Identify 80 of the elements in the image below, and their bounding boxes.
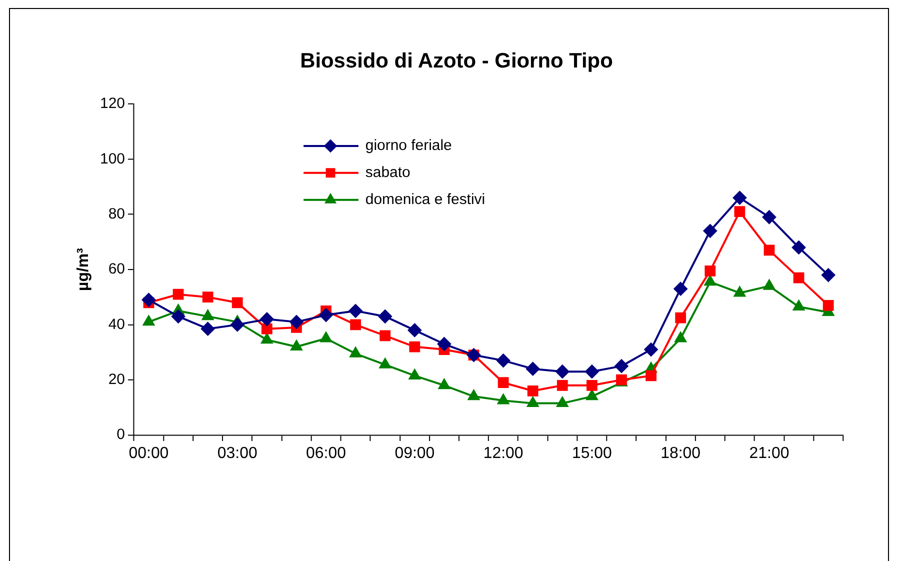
legend-label: domenica e festivi <box>365 190 486 208</box>
point <box>408 368 421 380</box>
point <box>497 394 510 404</box>
point <box>349 346 362 358</box>
point <box>498 377 509 388</box>
point <box>437 337 452 351</box>
point <box>584 364 599 379</box>
y-tick-label: 60 <box>108 260 125 278</box>
point <box>644 342 658 357</box>
point <box>496 354 510 368</box>
point <box>409 341 420 352</box>
x-tick-label: 21:00 <box>749 444 790 462</box>
y-tick-label: 80 <box>108 205 125 222</box>
point <box>763 279 776 290</box>
point <box>171 309 186 324</box>
point <box>793 272 804 284</box>
legend-label: sabato <box>365 164 410 182</box>
point <box>762 210 776 224</box>
chart-title: Biossido di Azoto - Giorno Tipo <box>300 49 613 72</box>
point <box>674 332 687 342</box>
point <box>704 274 716 286</box>
point <box>202 292 214 303</box>
point <box>586 380 598 391</box>
point <box>586 389 598 400</box>
point <box>821 268 836 282</box>
point <box>172 288 184 300</box>
point <box>260 332 274 344</box>
point <box>556 380 568 391</box>
point <box>703 224 718 238</box>
x-tick-label: 06:00 <box>306 444 346 462</box>
point <box>408 323 422 338</box>
point <box>290 340 303 351</box>
point <box>202 309 214 320</box>
point <box>646 370 656 382</box>
point <box>260 312 274 326</box>
point <box>348 304 363 318</box>
point <box>468 389 480 400</box>
x-tick-label: 09:00 <box>394 444 435 462</box>
point <box>734 206 746 218</box>
y-tick-label: 120 <box>100 95 125 112</box>
y-tick-label: 40 <box>108 316 125 333</box>
point <box>792 300 805 311</box>
point <box>232 297 243 308</box>
point <box>230 318 244 332</box>
point <box>555 364 570 379</box>
x-tick-label: 00:00 <box>128 444 169 462</box>
point <box>289 314 304 329</box>
x-tick-label: 15:00 <box>572 444 612 462</box>
y-tick-label: 100 <box>100 150 125 168</box>
x-tick-label: 12:00 <box>483 444 524 462</box>
point <box>792 240 806 254</box>
x-tick-label: 03:00 <box>217 444 258 462</box>
point <box>261 323 272 334</box>
point <box>732 190 747 205</box>
point <box>526 396 539 408</box>
point <box>675 312 686 324</box>
point <box>704 265 716 276</box>
point <box>142 292 156 307</box>
legend-label: giorno feriale <box>365 137 452 154</box>
point <box>378 358 392 368</box>
point <box>674 282 688 296</box>
point <box>350 319 361 330</box>
point <box>378 309 392 324</box>
point <box>142 314 155 326</box>
point <box>822 300 834 311</box>
point <box>200 322 215 336</box>
point <box>320 332 332 342</box>
y-tick-label: 20 <box>108 370 125 388</box>
x-tick-label: 18:00 <box>660 444 701 462</box>
point <box>556 396 569 408</box>
point <box>734 286 746 297</box>
point <box>614 359 628 374</box>
point <box>527 385 538 396</box>
point <box>526 362 540 376</box>
y-tick-label: 0 <box>116 426 125 444</box>
point <box>380 330 391 342</box>
point <box>764 244 775 256</box>
y-axis-title: µg/m³ <box>74 248 92 291</box>
point <box>319 308 333 322</box>
point <box>438 378 450 390</box>
